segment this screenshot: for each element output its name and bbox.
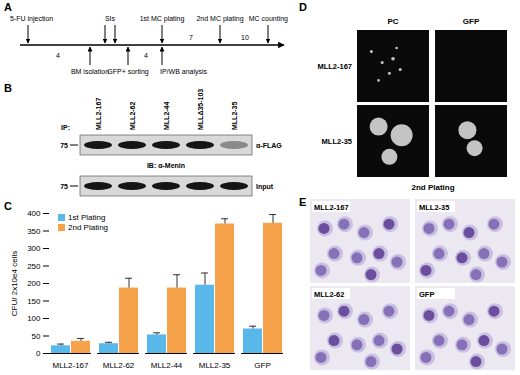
svg-text:BM isolation: BM isolation bbox=[71, 68, 109, 75]
svg-text:MLL2-62: MLL2-62 bbox=[129, 102, 136, 131]
svg-text:MLL2-35: MLL2-35 bbox=[419, 203, 449, 212]
svg-text:200: 200 bbox=[27, 279, 41, 288]
html-text:2nd Plating: 2nd Plating bbox=[68, 222, 108, 232]
svg-text:4: 4 bbox=[144, 52, 148, 59]
svg-text:MLL2-44: MLL2-44 bbox=[163, 102, 170, 131]
svg-text:MLL2-44: MLL2-44 bbox=[151, 361, 183, 370]
svg-text:GFP: GFP bbox=[254, 361, 270, 370]
svg-text:50: 50 bbox=[32, 332, 41, 341]
svg-text:100: 100 bbox=[27, 314, 41, 323]
svg-text:350: 350 bbox=[27, 227, 41, 236]
svg-text:MLL2-167: MLL2-167 bbox=[52, 361, 89, 370]
svg-text:MLL2-167: MLL2-167 bbox=[317, 62, 352, 71]
html-text:1st Plating: 1st Plating bbox=[68, 212, 106, 222]
svg-text:7: 7 bbox=[189, 34, 193, 41]
svg-text:75: 75 bbox=[60, 183, 68, 190]
svg-text:MLL2-35: MLL2-35 bbox=[231, 102, 238, 131]
svg-text:5-FU injection: 5-FU injection bbox=[10, 15, 53, 23]
svg-text:MC counting: MC counting bbox=[249, 15, 288, 23]
svg-text:A: A bbox=[4, 1, 12, 13]
svg-text:300: 300 bbox=[27, 244, 41, 253]
svg-text:MLLΔ35-103: MLLΔ35-103 bbox=[197, 89, 204, 130]
svg-text:150: 150 bbox=[27, 297, 41, 306]
svg-text:0: 0 bbox=[36, 349, 41, 358]
svg-text:α-FLAG: α-FLAG bbox=[256, 142, 282, 149]
svg-text:B: B bbox=[4, 82, 12, 94]
svg-text:PC: PC bbox=[387, 17, 398, 26]
svg-text:Input: Input bbox=[256, 183, 274, 191]
svg-text:MLL2-35: MLL2-35 bbox=[322, 137, 352, 146]
svg-text:2nd MC plating: 2nd MC plating bbox=[196, 15, 243, 23]
svg-text:75: 75 bbox=[60, 142, 68, 149]
svg-text:IB: α-Menin: IB: α-Menin bbox=[147, 162, 185, 169]
svg-text:250: 250 bbox=[27, 262, 41, 271]
svg-text:MLL2-35: MLL2-35 bbox=[199, 361, 231, 370]
svg-text:MLL2-62: MLL2-62 bbox=[314, 290, 344, 299]
svg-text:SIs: SIs bbox=[105, 15, 116, 22]
html-text:C: C bbox=[4, 200, 12, 212]
svg-text:MLL2-62: MLL2-62 bbox=[103, 361, 135, 370]
svg-text:GFP: GFP bbox=[463, 17, 480, 26]
svg-text:2nd Plating: 2nd Plating bbox=[411, 183, 454, 192]
svg-text:IP/WB analysis: IP/WB analysis bbox=[160, 68, 208, 76]
svg-text:CFU/ 2x10e4 cells: CFU/ 2x10e4 cells bbox=[10, 251, 19, 316]
svg-text:GFP+ sorting: GFP+ sorting bbox=[107, 68, 149, 76]
svg-text:GFP: GFP bbox=[419, 290, 434, 299]
svg-text:4: 4 bbox=[56, 52, 60, 59]
svg-text:MLL2-167: MLL2-167 bbox=[314, 203, 349, 212]
svg-text:IP:: IP: bbox=[61, 124, 70, 131]
svg-text:MLL2-167: MLL2-167 bbox=[95, 98, 102, 130]
svg-text:1st MC plating: 1st MC plating bbox=[140, 15, 185, 23]
svg-text:D: D bbox=[299, 1, 307, 13]
svg-text:10: 10 bbox=[241, 34, 249, 41]
svg-text:400: 400 bbox=[27, 209, 41, 218]
svg-text:E: E bbox=[299, 196, 306, 208]
